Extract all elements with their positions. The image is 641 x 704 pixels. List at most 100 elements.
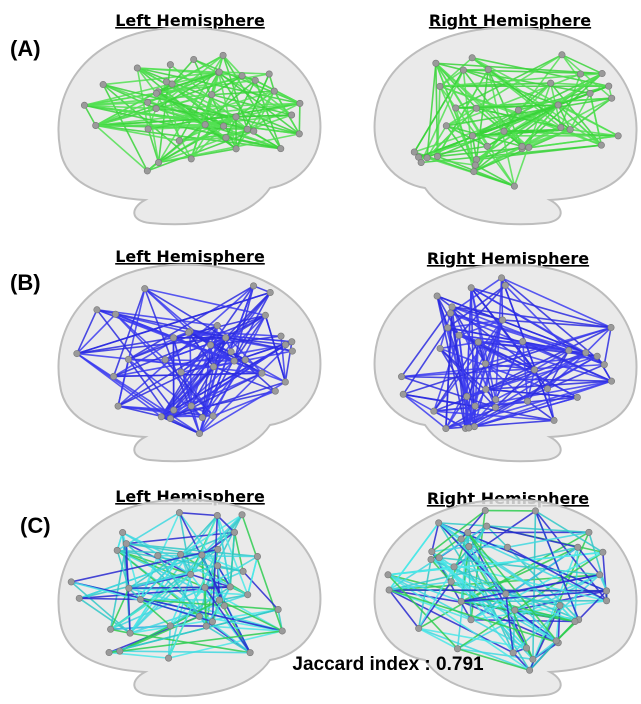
node bbox=[583, 349, 589, 355]
node bbox=[472, 162, 478, 168]
node bbox=[575, 544, 581, 550]
node bbox=[153, 90, 159, 96]
node bbox=[278, 333, 284, 339]
node bbox=[434, 293, 440, 299]
node bbox=[501, 128, 507, 134]
node bbox=[449, 304, 455, 310]
brain bbox=[375, 28, 637, 225]
node bbox=[240, 568, 246, 574]
node bbox=[465, 529, 471, 535]
brain bbox=[58, 265, 320, 462]
node bbox=[532, 508, 538, 514]
node bbox=[94, 307, 100, 313]
node bbox=[272, 388, 278, 394]
node bbox=[188, 403, 194, 409]
node bbox=[429, 548, 435, 554]
node bbox=[282, 379, 288, 385]
node bbox=[223, 135, 229, 141]
node bbox=[245, 592, 251, 598]
node bbox=[76, 595, 82, 601]
panel-label: (A) bbox=[10, 36, 41, 61]
node bbox=[483, 386, 489, 392]
node bbox=[221, 603, 227, 609]
node bbox=[498, 275, 504, 281]
node bbox=[125, 356, 131, 362]
node bbox=[106, 649, 112, 655]
node bbox=[512, 607, 518, 613]
node bbox=[239, 73, 245, 79]
node bbox=[176, 137, 182, 143]
node bbox=[519, 143, 525, 149]
node bbox=[424, 155, 430, 161]
node bbox=[454, 646, 460, 652]
node bbox=[123, 540, 129, 546]
node bbox=[233, 146, 239, 152]
node bbox=[220, 123, 226, 129]
node bbox=[448, 579, 454, 585]
node bbox=[400, 391, 406, 397]
node bbox=[608, 95, 614, 101]
node bbox=[214, 563, 220, 569]
node bbox=[473, 156, 479, 162]
node bbox=[167, 623, 173, 629]
node bbox=[471, 168, 477, 174]
node bbox=[266, 71, 272, 77]
brain bbox=[375, 265, 637, 462]
node bbox=[68, 579, 74, 585]
node bbox=[210, 364, 216, 370]
hemisphere-title: Left Hemisphere bbox=[115, 247, 265, 266]
node bbox=[434, 153, 440, 159]
node bbox=[171, 407, 177, 413]
node bbox=[220, 52, 226, 58]
node bbox=[227, 584, 233, 590]
node bbox=[250, 283, 256, 289]
node bbox=[443, 123, 449, 129]
node bbox=[144, 99, 150, 105]
node bbox=[228, 349, 234, 355]
node bbox=[526, 144, 532, 150]
node bbox=[553, 638, 559, 644]
node bbox=[511, 183, 517, 189]
node bbox=[458, 536, 464, 542]
node bbox=[587, 90, 593, 96]
node bbox=[93, 122, 99, 128]
node bbox=[411, 149, 417, 155]
node bbox=[74, 350, 80, 356]
node bbox=[475, 339, 481, 345]
node bbox=[428, 556, 434, 562]
node bbox=[464, 393, 470, 399]
node bbox=[115, 403, 121, 409]
node bbox=[466, 543, 472, 549]
node bbox=[499, 317, 505, 323]
node bbox=[162, 356, 168, 362]
node bbox=[386, 587, 392, 593]
node bbox=[456, 332, 462, 338]
node bbox=[177, 551, 183, 557]
node bbox=[599, 70, 605, 76]
node bbox=[510, 649, 516, 655]
node bbox=[214, 322, 220, 328]
node bbox=[117, 648, 123, 654]
node bbox=[493, 396, 499, 402]
node bbox=[119, 529, 125, 535]
node bbox=[600, 549, 606, 555]
node bbox=[134, 65, 140, 71]
node bbox=[244, 126, 250, 132]
node bbox=[559, 52, 565, 58]
node bbox=[137, 596, 143, 602]
node bbox=[165, 655, 171, 661]
node bbox=[282, 342, 288, 348]
node bbox=[530, 656, 536, 662]
node bbox=[555, 102, 561, 108]
node bbox=[437, 83, 443, 89]
node bbox=[468, 285, 474, 291]
node bbox=[185, 329, 191, 335]
node bbox=[460, 67, 466, 73]
node bbox=[188, 156, 194, 162]
node bbox=[398, 373, 404, 379]
node bbox=[163, 79, 169, 85]
node bbox=[288, 112, 294, 118]
node bbox=[466, 425, 472, 431]
panel-label: (C) bbox=[20, 513, 51, 538]
edge bbox=[158, 556, 258, 557]
